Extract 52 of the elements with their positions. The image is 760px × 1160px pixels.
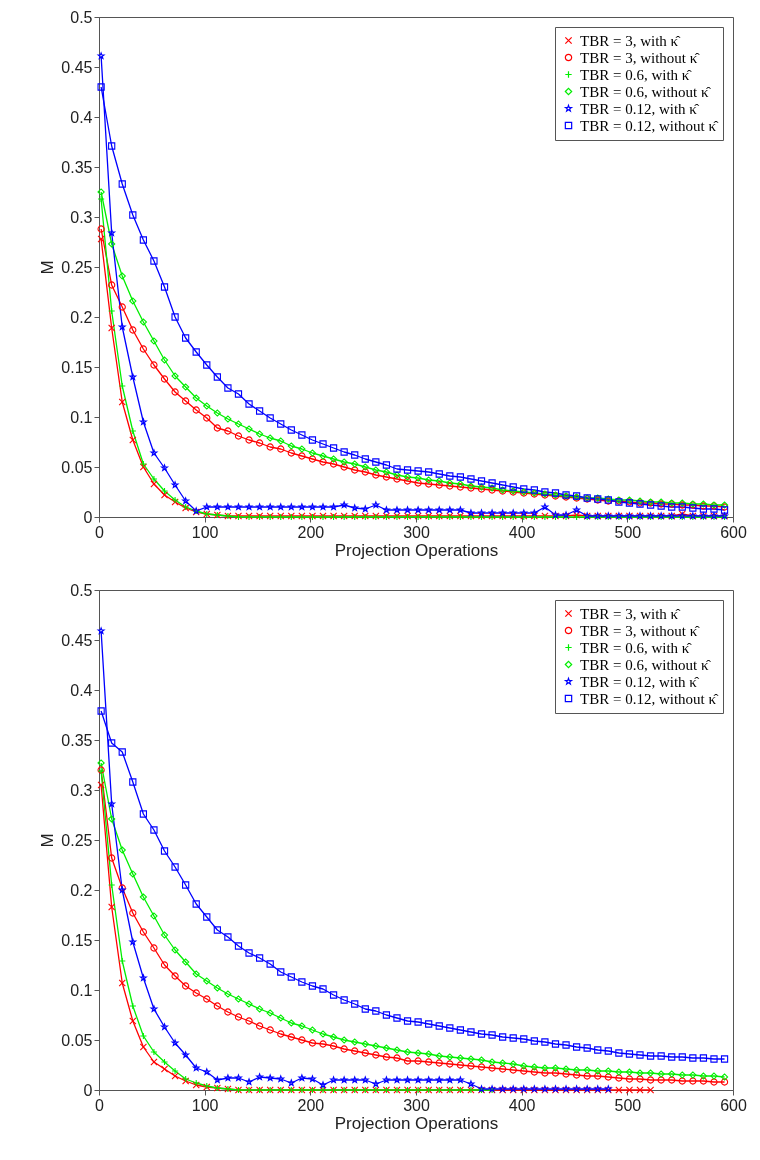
y-tick-label: 0.5	[70, 581, 93, 599]
x-tick-label: 400	[508, 523, 536, 541]
x-tick-label: 600	[720, 1096, 747, 1114]
x-tick-label: 0	[95, 523, 105, 541]
legend-label: TBR = 0.12, without κ̂	[580, 690, 720, 707]
x-axis-title: Projection Operations	[334, 1113, 499, 1133]
legend-label: TBR = 3, with κ̂	[580, 605, 682, 622]
y-tick-label: 0.4	[70, 108, 93, 126]
y-tick-label: 0.15	[61, 358, 93, 376]
x-tick-label: 0	[95, 1096, 105, 1114]
x-axis-title: Projection Operations	[334, 540, 499, 560]
x-tick-label: 600	[720, 523, 747, 541]
legend-label: TBR = 3, with κ̂	[580, 32, 682, 49]
x-tick-label: 100	[191, 1096, 219, 1114]
legend-label: TBR = 0.6, without κ̂	[580, 656, 712, 673]
x-tick-label: 100	[191, 523, 219, 541]
y-tick-label: 0.05	[61, 1031, 93, 1049]
y-tick-label: 0.45	[61, 58, 93, 76]
x-tick-label: 200	[297, 1096, 325, 1114]
legend-label: TBR = 0.6, with κ̂	[580, 66, 693, 83]
y-tick-label: 0.3	[70, 208, 93, 226]
legend-label: TBR = 0.12, without κ̂	[580, 117, 720, 134]
legend-label: TBR = 0.12, with κ̂	[580, 100, 700, 117]
y-tick-label: 0.5	[70, 8, 93, 26]
y-tick-label: 0.35	[61, 731, 93, 749]
y-tick-label: 0	[83, 508, 93, 526]
y-tick-label: 0.45	[61, 631, 93, 649]
x-tick-label: 300	[403, 1096, 430, 1114]
x-tick-label: 300	[403, 523, 430, 541]
y-axis-title: M	[38, 260, 58, 275]
y-tick-label: 0.1	[70, 981, 93, 999]
y-axis-title: M	[38, 833, 58, 848]
y-tick-label: 0	[83, 1081, 93, 1099]
legend-label: TBR = 0.6, without κ̂	[580, 83, 712, 100]
y-tick-label: 0.05	[61, 458, 93, 476]
y-tick-label: 0.25	[61, 258, 93, 276]
legend-label: TBR = 0.12, with κ̂	[580, 673, 700, 690]
y-tick-label: 0.1	[70, 408, 93, 426]
y-tick-label: 0.35	[61, 158, 93, 176]
y-tick-label: 0.4	[70, 681, 93, 699]
y-tick-label: 0.15	[61, 931, 93, 949]
y-tick-label: 0.25	[61, 831, 93, 849]
x-tick-label: 200	[297, 523, 325, 541]
x-tick-label: 500	[614, 1096, 642, 1114]
legend-label: TBR = 0.6, with κ̂	[580, 639, 693, 656]
y-tick-label: 0.2	[70, 881, 93, 899]
x-tick-label: 400	[508, 1096, 536, 1114]
y-tick-label: 0.3	[70, 781, 93, 799]
legend-label: TBR = 3, without κ̂	[580, 622, 701, 639]
legend-label: TBR = 3, without κ̂	[580, 49, 701, 66]
x-tick-label: 500	[614, 523, 642, 541]
y-tick-label: 0.2	[70, 308, 93, 326]
